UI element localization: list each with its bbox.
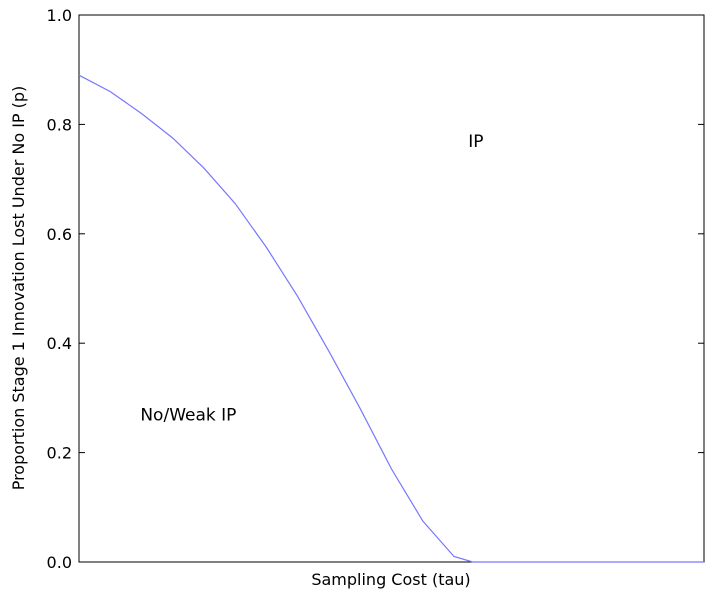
x-axis-label: Sampling Cost (tau) bbox=[311, 570, 470, 589]
y-tick-label: 0.8 bbox=[47, 115, 72, 134]
region-annotation: IP bbox=[468, 132, 483, 152]
y-tick-label: 0.2 bbox=[47, 444, 72, 463]
series-line bbox=[78, 74, 704, 563]
y-tick-label: 0.6 bbox=[47, 225, 72, 244]
y-tick-label: 1.0 bbox=[47, 6, 72, 25]
annotations: IP No/Weak IP bbox=[140, 132, 483, 426]
y-axis-ticks: 0.0 0.2 0.4 0.6 0.8 1.0 bbox=[47, 6, 704, 572]
y-tick-label: 0.4 bbox=[47, 334, 72, 353]
y-axis-label: Proportion Stage 1 Innovation Lost Under… bbox=[9, 86, 28, 491]
region-annotation: No/Weak IP bbox=[140, 405, 236, 425]
y-tick-label: 0.0 bbox=[47, 553, 72, 572]
plot-area bbox=[78, 14, 705, 563]
